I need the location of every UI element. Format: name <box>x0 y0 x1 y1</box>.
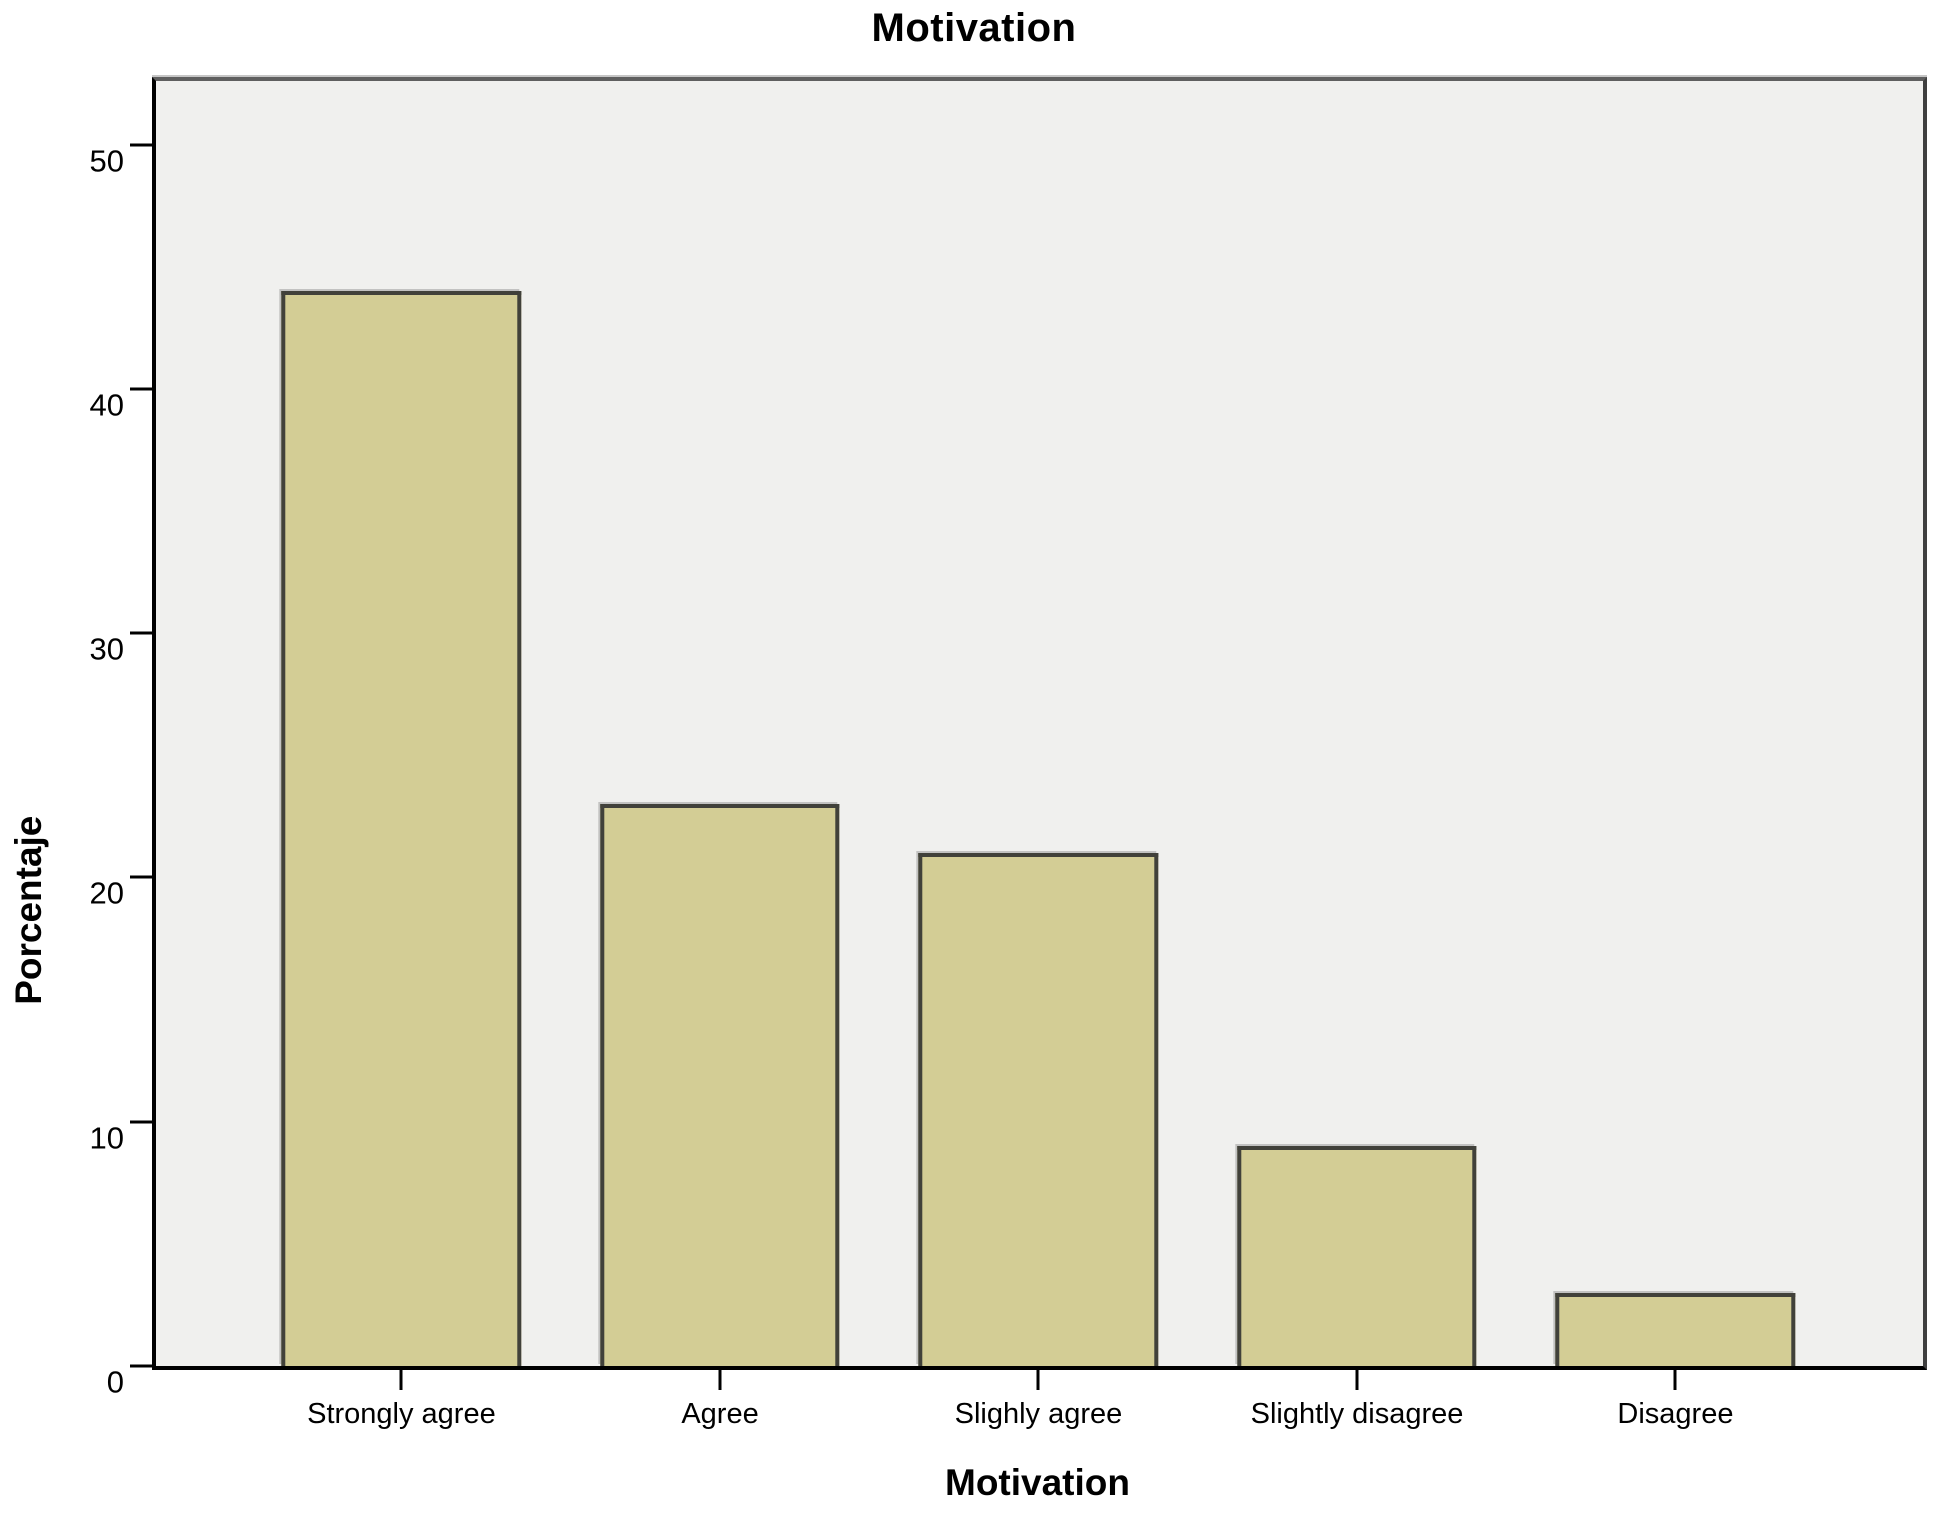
bar-agree <box>600 804 840 1366</box>
x-tick-slightly-disagree <box>1355 1366 1359 1390</box>
y-axis-title: Porcentaje <box>8 815 49 1005</box>
x-axis-title: Motivation <box>945 1462 1130 1503</box>
y-tick-label-50: 50 <box>89 143 124 179</box>
y-tick-20 <box>130 875 152 879</box>
bar-strongly-agree <box>281 291 522 1366</box>
x-category-label-agree: Agree <box>681 1398 759 1430</box>
y-tick-label-0: 0 <box>106 1364 124 1400</box>
y-tick-50 <box>130 143 152 147</box>
bar-slighly-agree <box>918 852 1159 1366</box>
x-tick-slighly-agree <box>1036 1366 1040 1390</box>
bar-slightly-disagree <box>1237 1146 1477 1366</box>
y-tick-0 <box>130 1364 152 1368</box>
y-tick-30 <box>130 631 152 635</box>
x-tick-agree <box>718 1366 722 1390</box>
bar-disagree <box>1555 1292 1796 1366</box>
y-tick-label-40: 40 <box>89 387 124 423</box>
plot-area: 0 10 20 30 40 50 Strongly agree Agree Slighly ag… <box>90 77 1927 1430</box>
y-tick-10 <box>130 1120 152 1124</box>
y-tick-label-30: 30 <box>89 631 124 667</box>
x-tick-strongly-agree <box>399 1366 403 1390</box>
y-tick-40 <box>130 387 152 391</box>
x-category-label-slighly-agree: Slighly agree <box>954 1398 1123 1430</box>
x-tick-disagree <box>1673 1366 1677 1390</box>
x-category-label-disagree: Disagree <box>1617 1398 1734 1430</box>
y-tick-label-20: 20 <box>89 875 124 911</box>
chart-title: Motivation <box>871 6 1077 50</box>
y-tick-label-10: 10 <box>89 1120 124 1156</box>
x-category-label-strongly-agree: Strongly agree <box>307 1398 496 1430</box>
x-category-label-slightly-disagree: Slightly disagree <box>1250 1398 1464 1430</box>
